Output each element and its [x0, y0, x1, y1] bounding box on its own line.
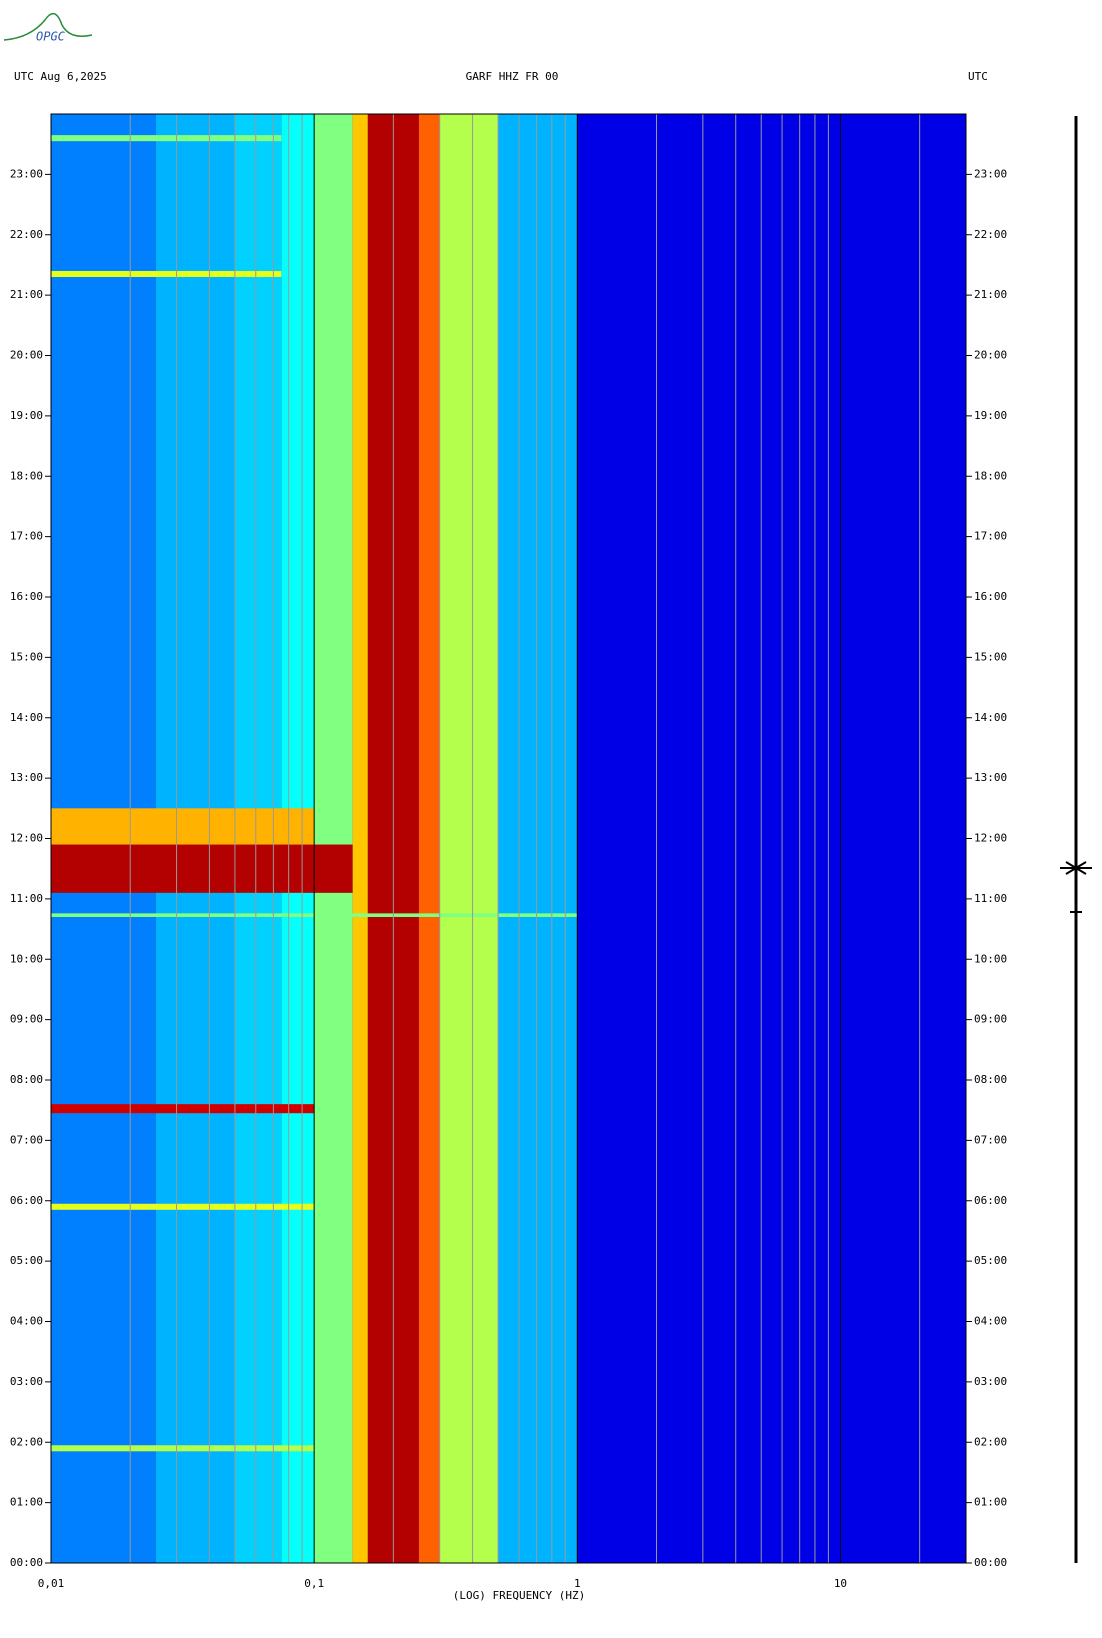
y-tick-label-left: 23:00 [10, 167, 43, 180]
y-tick-label-left: 13:00 [10, 771, 43, 784]
y-tick-label-right: 16:00 [974, 590, 1007, 603]
plot-frame [50, 113, 967, 1564]
y-tick-label-left: 22:00 [10, 228, 43, 241]
y-tick-label-right: 19:00 [974, 409, 1007, 422]
y-tick-label-left: 02:00 [10, 1435, 43, 1448]
y-tick-label-right: 06:00 [974, 1194, 1007, 1207]
frequency-band [418, 114, 440, 1563]
y-tick-label-right: 17:00 [974, 530, 1007, 543]
event-streak [51, 270, 282, 278]
x-tick-label: 10 [834, 1577, 847, 1590]
y-tick-label-left: 03:00 [10, 1375, 43, 1388]
y-tick-label-right: 18:00 [974, 469, 1007, 482]
y-tick-label-right: 22:00 [974, 228, 1007, 241]
y-tick-label-right: 00:00 [974, 1556, 1007, 1569]
y-tick-label-left: 12:00 [10, 832, 43, 845]
y-tick-label-left: 11:00 [10, 892, 43, 905]
y-tick-label-left: 07:00 [10, 1133, 43, 1146]
seismogram-burst [1060, 861, 1092, 913]
y-tick-label-right: 09:00 [974, 1013, 1007, 1026]
y-tick-label-right: 10:00 [974, 952, 1007, 965]
x-axis-title: (LOG) FREQUENCY (HZ) [453, 1589, 585, 1602]
y-tick-label-right: 14:00 [974, 711, 1007, 724]
frequency-band [314, 114, 353, 1563]
y-tick-label-left: 19:00 [10, 409, 43, 422]
y-tick-label-right: 08:00 [974, 1073, 1007, 1086]
y-tick-label-right: 11:00 [974, 892, 1007, 905]
y-tick-label-left: 16:00 [10, 590, 43, 603]
frequency-band [577, 114, 966, 1563]
x-tick-label: 0,1 [304, 1577, 324, 1590]
y-tick-label-left: 20:00 [10, 349, 43, 362]
y-tick-label-left: 18:00 [10, 469, 43, 482]
y-tick-label-right: 20:00 [974, 349, 1007, 362]
y-tick-label-left: 01:00 [10, 1496, 43, 1509]
title-left: UTC Aug 6,2025 [14, 70, 107, 83]
title-right: UTC [968, 70, 988, 83]
x-tick-label: 0,01 [38, 1577, 65, 1590]
y-tick-label-left: 05:00 [10, 1254, 43, 1267]
y-tick-label-left: 17:00 [10, 530, 43, 543]
x-tick-label: 1 [574, 1577, 581, 1590]
y-tick-label-left: 14:00 [10, 711, 43, 724]
event-streak [51, 135, 282, 142]
frequency-band [498, 114, 578, 1563]
y-tick-label-left: 15:00 [10, 650, 43, 663]
logo-curve [3, 12, 93, 41]
y-tick-label-left: 06:00 [10, 1194, 43, 1207]
y-tick-label-right: 12:00 [974, 832, 1007, 845]
y-tick-label-right: 21:00 [974, 288, 1007, 301]
y-tick-label-left: 09:00 [10, 1013, 43, 1026]
y-tick-label-right: 15:00 [974, 650, 1007, 663]
y-tick-label-left: 00:00 [10, 1556, 43, 1569]
logo-text: OPGC [36, 30, 66, 44]
event-streak [51, 1104, 315, 1114]
y-tick-label-right: 01:00 [974, 1496, 1007, 1509]
y-tick-label-right: 13:00 [974, 771, 1007, 784]
event-streak [51, 1445, 315, 1452]
y-tick-label-left: 04:00 [10, 1315, 43, 1328]
y-tick-label-right: 02:00 [974, 1435, 1007, 1448]
event-streak [51, 1203, 315, 1210]
event-streak [51, 844, 353, 893]
frequency-band [439, 114, 499, 1563]
y-tick-label-left: 10:00 [10, 952, 43, 965]
y-tick-label-left: 08:00 [10, 1073, 43, 1086]
y-tick-label-left: 21:00 [10, 288, 43, 301]
y-tick-label-right: 05:00 [974, 1254, 1007, 1267]
chart-title: GARF HHZ FR 00 [466, 70, 559, 83]
event-streak [51, 808, 315, 845]
y-tick-label-right: 03:00 [974, 1375, 1007, 1388]
frequency-band [352, 114, 368, 1563]
y-tick-label-right: 04:00 [974, 1315, 1007, 1328]
y-tick-label-right: 07:00 [974, 1133, 1007, 1146]
y-tick-label-right: 23:00 [974, 167, 1007, 180]
